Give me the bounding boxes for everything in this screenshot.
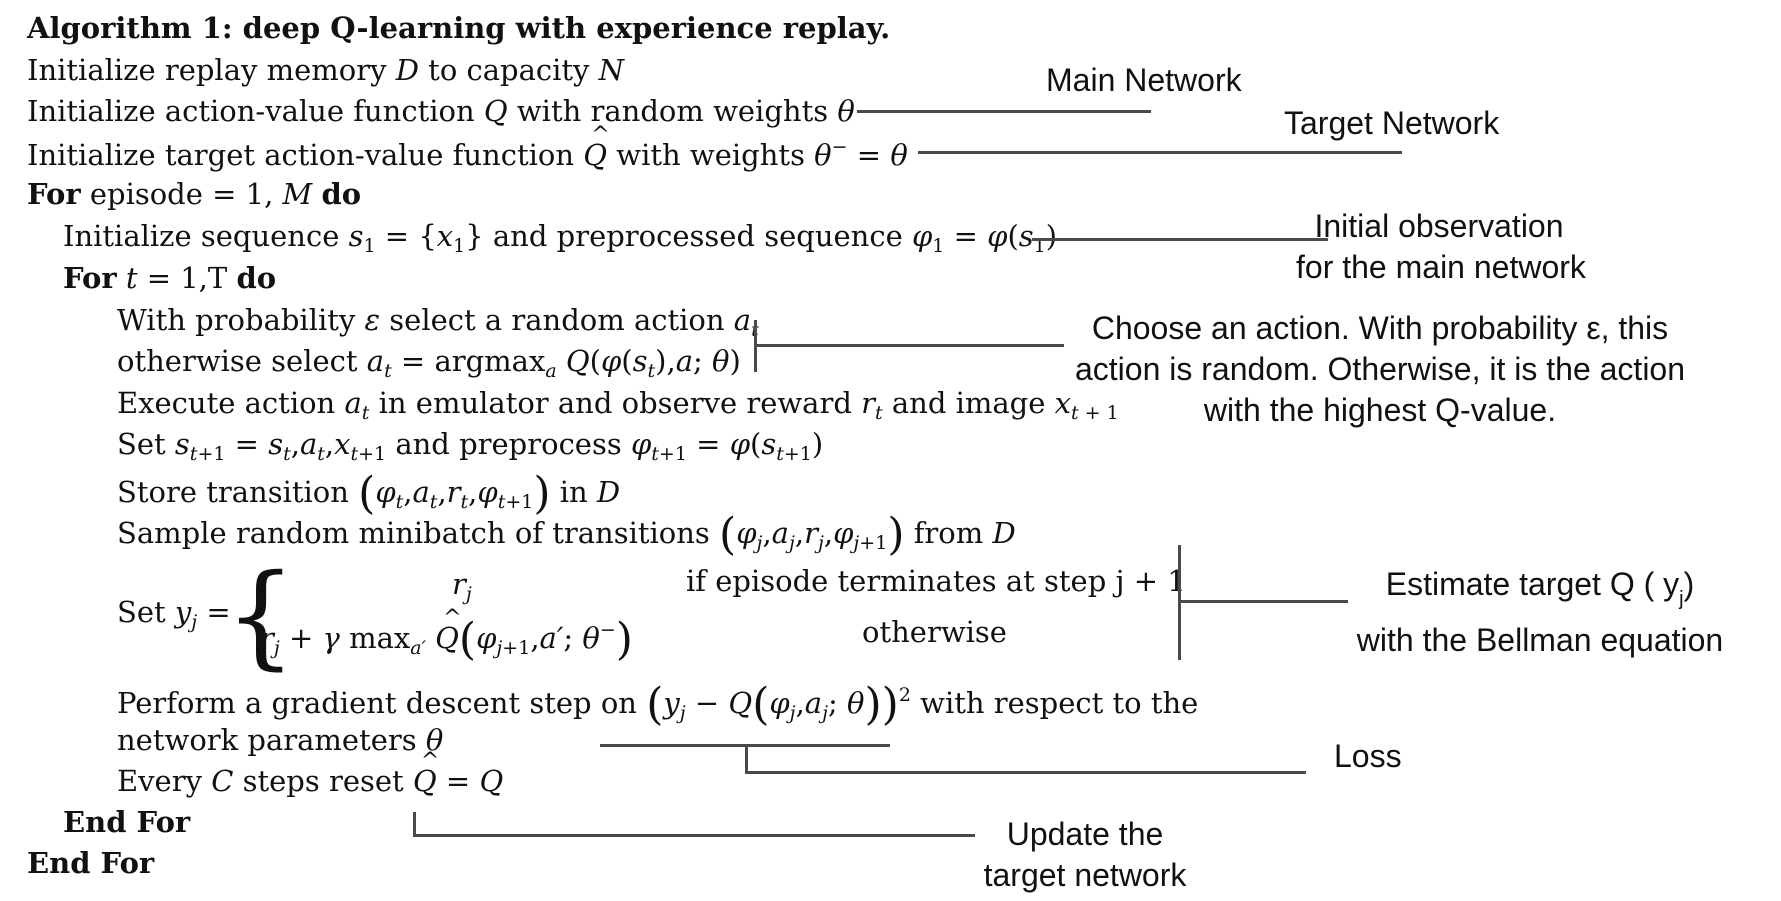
- connector-choose-action: [754, 344, 1064, 347]
- annotation-choose-action: Choose an action. With probability ε, th…: [1040, 308, 1720, 431]
- estimate-target-line-1: Estimate target Q ( yj): [1385, 566, 1695, 610]
- algo-line-2: Initialize action-value function Q with …: [27, 94, 855, 128]
- algo-line-17: End For: [63, 805, 191, 839]
- connector-loss: [745, 771, 1306, 774]
- algo-line-15: network parameters θ: [117, 723, 444, 757]
- algo-line-13-label: Set yj =: [117, 595, 231, 633]
- annotation-estimate-target: Estimate target Q ( yj) with the Bellman…: [1330, 564, 1750, 661]
- algo-brace: {: [225, 551, 297, 681]
- connector-estimate-target: [1178, 600, 1348, 603]
- algo-line-6: For t = 1,T do: [63, 261, 277, 295]
- estimate-target-line-2: with the Bellman equation: [1356, 622, 1724, 658]
- connector-update-target-drop: [413, 812, 416, 837]
- algo-line-9: Execute action at in emulator and observ…: [117, 386, 1119, 424]
- algo-line-16: Every C steps reset Q = Q: [117, 751, 503, 796]
- algo-case-2-value: rj + γ maxa′ Q(φj+1,a′; θ−): [260, 608, 633, 662]
- annotation-loss: Loss: [1334, 738, 1402, 774]
- choose-action-line-2: action is random. Otherwise, it is the a…: [1074, 351, 1686, 387]
- algo-line-8: otherwise select at = argmaxa Q(φ(st),a;…: [117, 344, 741, 382]
- update-target-line-1: Update the: [1006, 816, 1164, 852]
- initial-observation-line-2: for the main network: [1296, 249, 1586, 285]
- annotation-update-target: Update the target network: [960, 814, 1210, 896]
- algo-line-18: End For: [27, 846, 155, 880]
- algo-line-7: With probability ε select a random actio…: [117, 303, 759, 340]
- algo-line-11: Store transition (φt,at,rt,φt+1) in D: [117, 468, 621, 519]
- annotation-target-network: Target Network: [1284, 105, 1500, 141]
- connector-main-network: [857, 110, 1151, 113]
- algo-line-12: Sample random minibatch of transitions (…: [117, 509, 1016, 560]
- annotation-main-network: Main Network: [1046, 62, 1242, 98]
- connector-update-target: [413, 834, 975, 837]
- choose-action-line-3: with the highest Q-value.: [1203, 392, 1557, 428]
- algo-line-1: Initialize replay memory D to capacity N: [27, 53, 625, 87]
- update-target-line-2: target network: [983, 857, 1187, 893]
- algo-line-10: Set st+1 = st,at,xt+1 and preprocess φt+…: [117, 427, 824, 465]
- choose-action-line-1: Choose an action. With probability ε, th…: [1091, 310, 1669, 346]
- algo-line-14: Perform a gradient descent step on (yj −…: [117, 679, 1199, 730]
- connector-loss-drop: [745, 744, 748, 774]
- algo-line-3: Initialize target action-value function …: [27, 125, 908, 170]
- algorithm-title: Algorithm 1: deep Q-learning with experi…: [27, 11, 891, 45]
- connector-initial-observation: [1032, 238, 1328, 241]
- algo-case-1-condition: if episode terminates at step j + 1: [686, 564, 1186, 598]
- initial-observation-line-1: Initial observation: [1314, 208, 1564, 244]
- algo-case-2-condition: otherwise: [862, 615, 1007, 649]
- algo-line-5: Initialize sequence s1 = {x1} and prepro…: [63, 219, 1058, 257]
- annotation-initial-observation: Initial observation for the main network: [1296, 206, 1586, 288]
- algo-case-1-value: rj: [452, 567, 472, 605]
- connector-target-network: [918, 151, 1402, 154]
- algo-line-4: For episode = 1, M do: [27, 177, 362, 211]
